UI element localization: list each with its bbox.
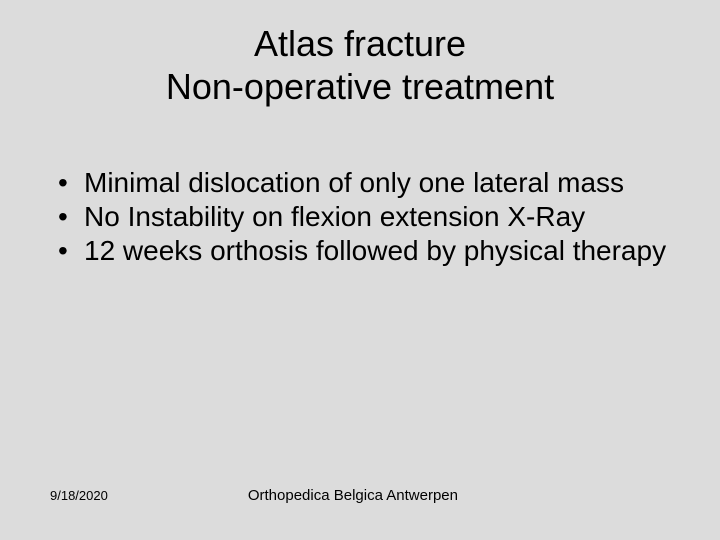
bullet-item: No Instability on flexion extension X-Ra… [56, 200, 670, 234]
footer-text: Orthopedica Belgica Antwerpen [248, 487, 458, 504]
slide-title-line-1: Atlas fracture [50, 22, 670, 65]
bullet-list: Minimal dislocation of only one lateral … [50, 166, 670, 267]
slide-title-line-2: Non-operative treatment [50, 65, 670, 108]
slide-title-block: Atlas fracture Non-operative treatment [50, 22, 670, 108]
bullet-item: 12 weeks orthosis followed by physical t… [56, 234, 670, 268]
footer-date: 9/18/2020 [50, 488, 108, 503]
slide: Atlas fracture Non-operative treatment M… [0, 0, 720, 540]
bullet-item: Minimal dislocation of only one lateral … [56, 166, 670, 200]
slide-footer: 9/18/2020 Orthopedica Belgica Antwerpen [50, 487, 670, 504]
